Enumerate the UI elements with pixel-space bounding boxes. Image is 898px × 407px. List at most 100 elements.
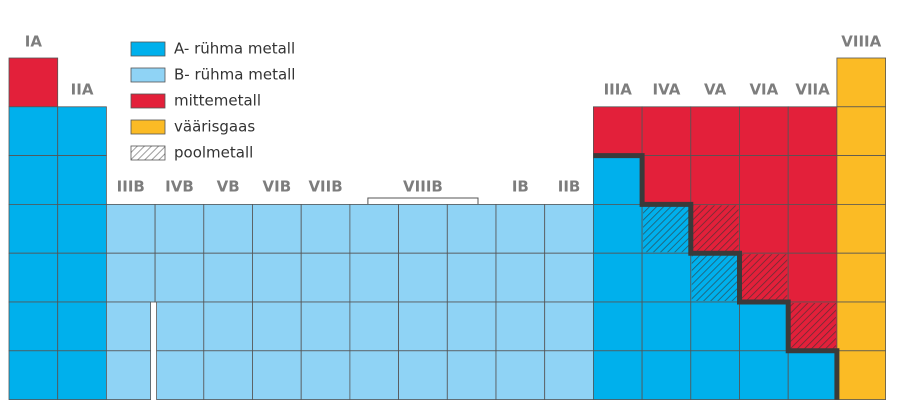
element-cell <box>57 301 107 352</box>
element-cell <box>300 350 351 400</box>
group-label: IVA <box>653 81 681 99</box>
element-cell <box>398 203 448 254</box>
labels: IA IIA IIIB IVB VB VIB VIIB VIIIB IB IIB IIIA IVA VA… <box>25 33 882 204</box>
element-cell <box>349 203 399 254</box>
element-cell <box>690 106 740 157</box>
element-cell <box>8 301 59 352</box>
element-cell <box>398 252 448 303</box>
element-cell <box>593 106 643 157</box>
element-cell <box>57 252 107 303</box>
element-cell <box>8 350 59 400</box>
metalloid-hatch <box>643 205 690 253</box>
element-cell <box>641 106 692 157</box>
element-cell <box>106 252 156 303</box>
element-cell <box>252 203 302 254</box>
group-label: IIIB <box>117 178 145 196</box>
element-cell <box>836 252 887 303</box>
cells <box>8 57 887 400</box>
element-cell <box>154 203 205 254</box>
group-label: IVB <box>165 178 194 196</box>
group-label: VIA <box>749 81 778 99</box>
legend-label: väärisgaas <box>174 118 255 136</box>
element-cell <box>349 252 399 303</box>
group-label: IIA <box>71 81 94 99</box>
metalloid-hatch <box>691 205 739 253</box>
element-cell <box>544 301 594 352</box>
group-bracket <box>367 197 479 204</box>
group-label: IIIA <box>604 81 633 99</box>
element-cell <box>836 106 887 157</box>
element-cell <box>8 155 59 205</box>
legend-label: poolmetall <box>174 144 253 162</box>
group-label: VIB <box>263 178 292 196</box>
legend-swatch <box>130 93 166 109</box>
element-cell <box>787 155 838 205</box>
element-cell <box>690 301 740 352</box>
legend-swatch <box>130 119 166 135</box>
group-label: VIIIB <box>403 178 443 196</box>
legend-label: A- rühma metall <box>174 40 295 58</box>
element-cell <box>495 350 546 400</box>
legend-label: mittemetall <box>174 92 261 110</box>
element-cell <box>641 301 692 352</box>
element-cell <box>787 203 838 254</box>
element-cell <box>398 301 448 352</box>
element-cell <box>544 203 594 254</box>
element-cell <box>836 301 887 352</box>
element-cell <box>252 350 302 400</box>
group-label: IIB <box>558 178 581 196</box>
element-cell <box>690 350 740 400</box>
element-cell <box>156 301 205 352</box>
element-cell <box>787 350 838 400</box>
group-label: VA <box>704 81 727 99</box>
element-cell <box>8 203 59 254</box>
legend-swatch <box>130 67 166 83</box>
element-cell <box>593 350 643 400</box>
element-cell <box>203 203 253 254</box>
element-cell <box>349 350 399 400</box>
element-cell <box>8 57 59 108</box>
element-cell <box>544 350 594 400</box>
element-cell <box>495 252 546 303</box>
legend-label: B- rühma metall <box>174 66 295 84</box>
element-cell <box>203 252 253 303</box>
metalloid-hatch <box>740 254 788 301</box>
element-cell <box>57 155 107 205</box>
element-cell <box>544 252 594 303</box>
element-cell <box>106 350 152 400</box>
element-cell <box>495 203 546 254</box>
element-cell <box>495 301 546 352</box>
group-label: VB <box>217 178 240 196</box>
element-cell <box>787 252 838 303</box>
group-label: IA <box>25 33 43 51</box>
element-cell <box>836 57 887 108</box>
element-cell <box>739 350 789 400</box>
element-cell <box>593 301 643 352</box>
element-cell <box>690 155 740 205</box>
element-cell <box>8 252 59 303</box>
element-cell <box>57 203 107 254</box>
element-cell <box>593 252 643 303</box>
element-cell <box>300 252 351 303</box>
element-cell <box>446 203 497 254</box>
element-cell <box>106 203 156 254</box>
element-cell <box>106 301 152 352</box>
element-cell <box>203 350 253 400</box>
element-cell <box>836 350 887 400</box>
group-label: VIIA <box>795 81 830 99</box>
element-cell <box>300 301 351 352</box>
element-cell <box>739 203 789 254</box>
element-cell <box>349 301 399 352</box>
group-label: IB <box>512 178 529 196</box>
element-cell <box>446 350 497 400</box>
element-cell <box>300 203 351 254</box>
element-cell <box>57 106 107 157</box>
element-cell <box>641 155 692 205</box>
element-cell <box>836 203 887 254</box>
group-label: VIIB <box>308 178 342 196</box>
element-cell <box>641 252 692 303</box>
element-cell <box>398 350 448 400</box>
element-cell <box>156 350 205 400</box>
legend-hatch <box>131 146 165 160</box>
